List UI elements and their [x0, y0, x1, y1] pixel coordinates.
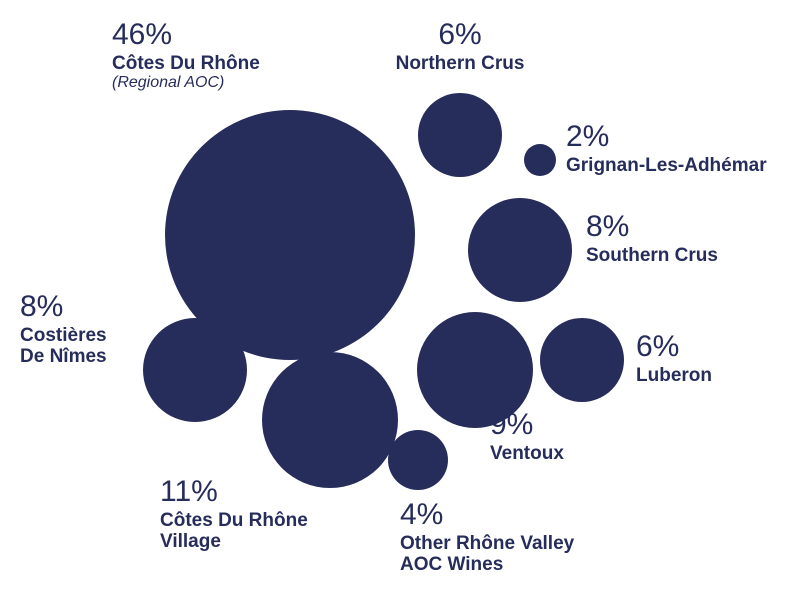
name-costieres-de-nimes: CostièresDe Nîmes: [20, 325, 107, 369]
bubble-cotes-du-rhone-village: [262, 352, 398, 488]
bubble-other-rhone: [388, 430, 448, 490]
bubble-northern-crus: [418, 93, 502, 177]
label-luberon: 6%Luberon: [636, 330, 712, 386]
name-cotes-du-rhone: Côtes Du Rhône: [112, 53, 260, 75]
name-southern-crus: Southern Crus: [586, 245, 718, 267]
label-grignan: 2%Grignan-Les-Adhémar: [566, 120, 767, 176]
name-northern-crus: Northern Crus: [396, 53, 525, 75]
name-other-rhone: Other Rhône ValleyAOC Wines: [400, 533, 574, 577]
pct-costieres-de-nimes: 8%: [20, 290, 107, 325]
pct-cotes-du-rhone: 46%: [112, 18, 260, 53]
name-cotes-du-rhone-village: Côtes Du RhôneVillage: [160, 510, 308, 554]
pct-northern-crus: 6%: [396, 18, 525, 53]
name-grignan: Grignan-Les-Adhémar: [566, 155, 767, 177]
pct-luberon: 6%: [636, 330, 712, 365]
label-costieres-de-nimes: 8%CostièresDe Nîmes: [20, 290, 107, 368]
bubble-costieres-de-nimes: [143, 318, 247, 422]
note-cotes-du-rhone: (Regional AOC): [112, 74, 260, 92]
label-other-rhone: 4%Other Rhône ValleyAOC Wines: [400, 498, 574, 576]
label-southern-crus: 8%Southern Crus: [586, 210, 718, 266]
name-luberon: Luberon: [636, 365, 712, 387]
bubble-luberon: [540, 318, 624, 402]
bubble-chart: 46%Côtes Du Rhône(Regional AOC)6%Norther…: [0, 0, 800, 600]
pct-ventoux: 9%: [490, 408, 564, 443]
name-ventoux: Ventoux: [490, 443, 564, 465]
bubble-southern-crus: [468, 198, 572, 302]
label-cotes-du-rhone-village: 11%Côtes Du RhôneVillage: [160, 475, 308, 553]
label-cotes-du-rhone: 46%Côtes Du Rhône(Regional AOC): [112, 18, 260, 93]
pct-cotes-du-rhone-village: 11%: [160, 475, 308, 510]
pct-other-rhone: 4%: [400, 498, 574, 533]
label-northern-crus: 6%Northern Crus: [396, 18, 525, 74]
pct-grignan: 2%: [566, 120, 767, 155]
pct-southern-crus: 8%: [586, 210, 718, 245]
bubble-grignan: [524, 144, 556, 176]
label-ventoux: 9%Ventoux: [490, 408, 564, 464]
